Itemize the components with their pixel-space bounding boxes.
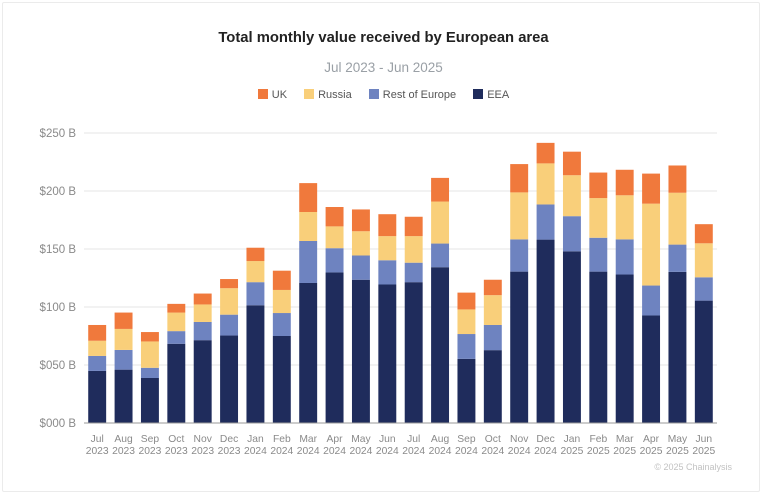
- svg-text:Mar: Mar: [616, 434, 634, 445]
- svg-text:Dec: Dec: [536, 434, 554, 445]
- svg-text:2025: 2025: [613, 446, 636, 455]
- svg-text:2023: 2023: [138, 446, 161, 455]
- svg-text:2025: 2025: [587, 446, 610, 455]
- svg-text:Sep: Sep: [457, 434, 476, 445]
- svg-text:2024: 2024: [244, 446, 267, 455]
- svg-text:Jul: Jul: [91, 434, 104, 445]
- svg-text:2024: 2024: [455, 446, 478, 455]
- svg-text:2024: 2024: [376, 446, 399, 455]
- svg-text:2024: 2024: [270, 446, 293, 455]
- svg-text:Jan: Jan: [247, 434, 264, 445]
- svg-text:Feb: Feb: [589, 434, 607, 445]
- svg-text:$200 B: $200 B: [40, 186, 77, 198]
- svg-text:Jan: Jan: [564, 434, 581, 445]
- svg-text:2025: 2025: [640, 446, 663, 455]
- svg-text:Aug: Aug: [114, 434, 133, 445]
- svg-text:2025: 2025: [666, 446, 689, 455]
- svg-text:$150 B: $150 B: [40, 244, 77, 256]
- svg-text:$250 B: $250 B: [40, 128, 77, 140]
- svg-text:May: May: [351, 434, 371, 445]
- svg-text:Feb: Feb: [273, 434, 291, 445]
- svg-text:2024: 2024: [323, 446, 346, 455]
- svg-text:2024: 2024: [534, 446, 557, 455]
- svg-text:2023: 2023: [191, 446, 214, 455]
- svg-text:$050 B: $050 B: [40, 360, 77, 372]
- svg-text:2023: 2023: [86, 446, 109, 455]
- svg-text:Nov: Nov: [510, 434, 529, 445]
- svg-text:2025: 2025: [692, 446, 715, 455]
- svg-text:Nov: Nov: [194, 434, 213, 445]
- svg-text:2024: 2024: [402, 446, 425, 455]
- svg-text:2024: 2024: [429, 446, 452, 455]
- svg-text:2024: 2024: [297, 446, 320, 455]
- svg-text:$000 B: $000 B: [40, 418, 77, 430]
- svg-text:2023: 2023: [112, 446, 135, 455]
- svg-text:2025: 2025: [560, 446, 583, 455]
- svg-text:2024: 2024: [508, 446, 531, 455]
- svg-text:2024: 2024: [481, 446, 504, 455]
- svg-text:Jul: Jul: [407, 434, 420, 445]
- svg-text:Oct: Oct: [485, 434, 501, 445]
- svg-text:Apr: Apr: [327, 434, 344, 445]
- svg-text:Jun: Jun: [379, 434, 396, 445]
- svg-text:Jun: Jun: [696, 434, 713, 445]
- svg-text:Aug: Aug: [431, 434, 450, 445]
- svg-text:May: May: [668, 434, 688, 445]
- svg-text:2024: 2024: [349, 446, 372, 455]
- svg-text:Mar: Mar: [299, 434, 317, 445]
- svg-text:$100 B: $100 B: [40, 302, 77, 314]
- svg-text:Sep: Sep: [141, 434, 160, 445]
- svg-text:Oct: Oct: [168, 434, 184, 445]
- svg-text:2023: 2023: [165, 446, 188, 455]
- svg-text:Apr: Apr: [643, 434, 660, 445]
- svg-text:Dec: Dec: [220, 434, 238, 445]
- svg-text:2023: 2023: [218, 446, 241, 455]
